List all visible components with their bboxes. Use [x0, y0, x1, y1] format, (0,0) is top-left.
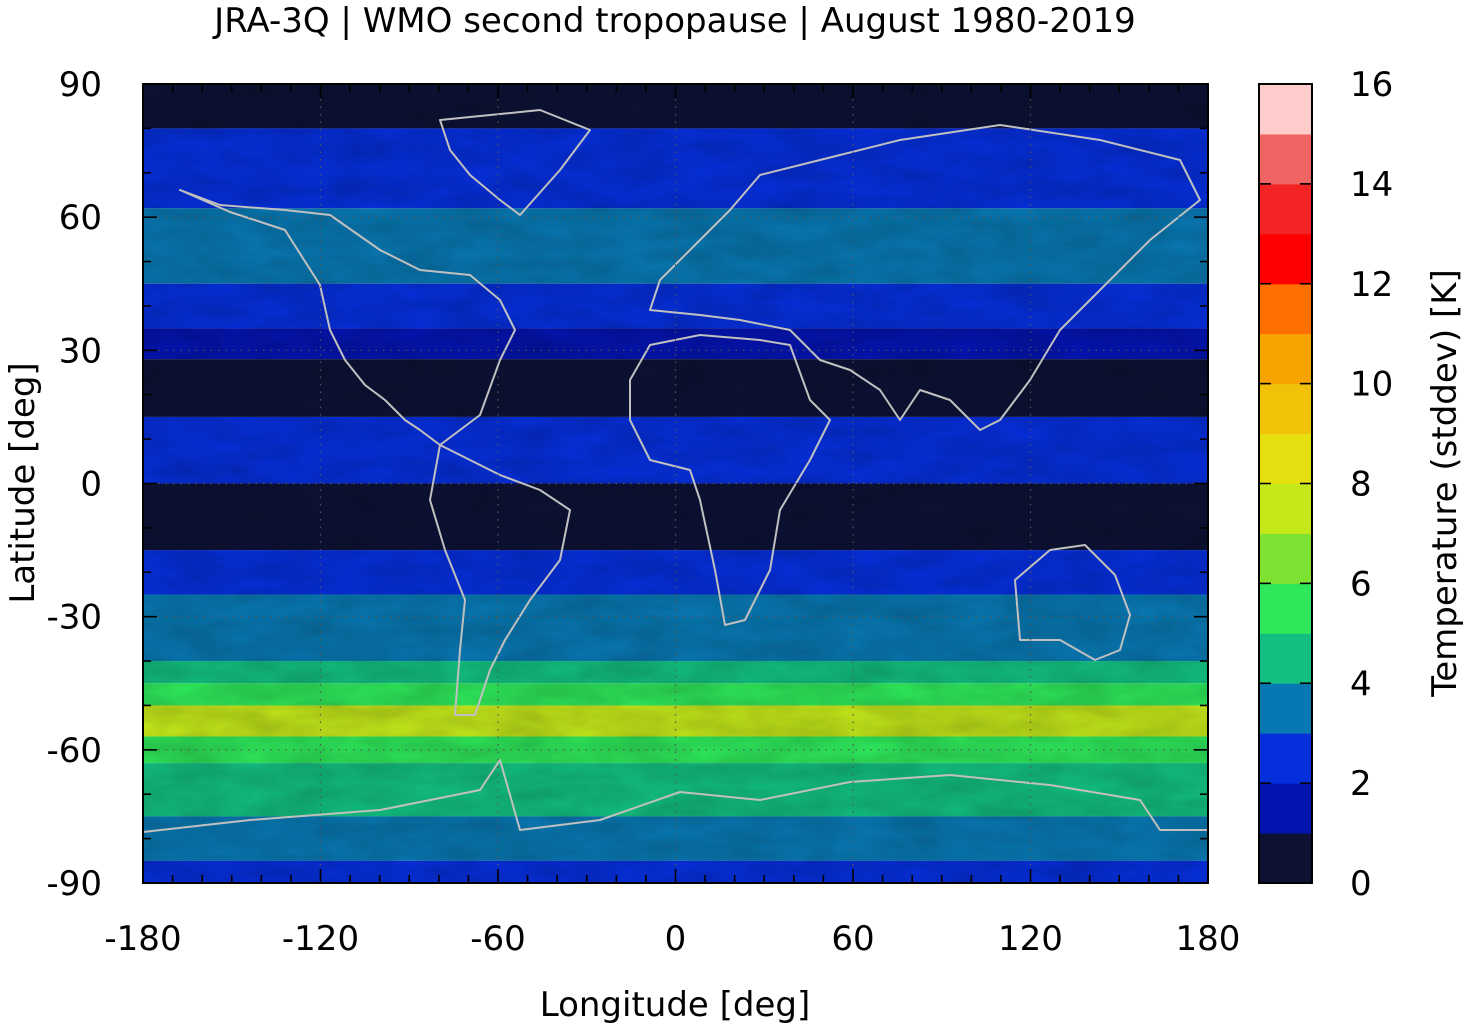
colorbar-tick-label: 2	[1350, 764, 1372, 804]
colorbar-tick-label: 8	[1350, 465, 1372, 505]
colorbar	[1259, 84, 1312, 884]
colorbar-tick-label: 12	[1350, 265, 1393, 305]
y-tick-label: -90	[46, 864, 102, 904]
y-tick-label: -60	[46, 731, 102, 771]
colorbar-swatch	[1259, 783, 1312, 834]
coastline-antarctica	[143, 759, 1208, 833]
y-tick-label: 0	[80, 465, 102, 505]
colorbar-swatch	[1259, 383, 1312, 435]
colorbar-swatch	[1259, 133, 1312, 185]
colorbar-swatch	[1259, 833, 1312, 884]
axis-ticks	[142, 83, 1209, 884]
y-axis-label: Latitude [deg]	[3, 362, 43, 603]
colorbar-swatch	[1259, 84, 1312, 135]
colorbar-swatch	[1259, 333, 1312, 385]
colorbar-tick-label: 4	[1350, 664, 1372, 704]
colorbar-tick-label: 6	[1350, 564, 1372, 604]
colorbar-tick-label: 14	[1350, 165, 1393, 205]
chart-title: JRA-3Q | WMO second tropopause | August …	[212, 1, 1136, 41]
colorbar-tick-label: 16	[1350, 65, 1393, 105]
colorbar-tick-label: 10	[1350, 365, 1393, 405]
y-tick-label: 60	[59, 198, 102, 238]
colorbar-swatch	[1259, 233, 1312, 285]
colorbar-swatch	[1259, 183, 1312, 235]
y-tick-labels: 90 60 30 0 -30 -60 -90	[46, 65, 102, 904]
colorbar-label: Temperature (stddev) [K]	[1425, 269, 1465, 698]
y-tick-label: 30	[59, 331, 102, 371]
coastline-north-america	[179, 189, 516, 446]
colorbar-tick-label: 0	[1350, 864, 1372, 904]
colorbar-ticks	[1259, 83, 1312, 884]
colorbar-swatch	[1259, 483, 1312, 534]
x-tick-label: -60	[470, 919, 526, 959]
gridlines	[143, 84, 1208, 883]
y-tick-label: -30	[46, 598, 102, 638]
colorbar-swatch	[1259, 683, 1312, 734]
x-tick-label: 180	[1176, 919, 1241, 959]
colorbar-swatch	[1259, 533, 1312, 584]
coastline-eurasia	[649, 124, 1201, 431]
coastline-greenland	[439, 109, 591, 216]
colorbar-swatch	[1259, 733, 1312, 784]
colorbar-swatch	[1259, 433, 1312, 484]
colorbar-swatch	[1259, 583, 1312, 634]
x-tick-label: 120	[998, 919, 1063, 959]
x-tick-label: 0	[665, 919, 687, 959]
x-tick-labels: -180 -120 -60 0 60 120 180	[104, 919, 1240, 959]
x-tick-label: -180	[104, 919, 181, 959]
colorbar-tick-labels: 0 2 4 6 8 10 12 14 16	[1350, 65, 1393, 904]
coastlines	[143, 109, 1208, 833]
x-axis-label: Longitude [deg]	[540, 985, 811, 1025]
coastline-australia	[1014, 544, 1131, 661]
y-tick-label: 90	[59, 65, 102, 105]
coastline-africa	[629, 334, 831, 626]
colorbar-swatch	[1259, 633, 1312, 684]
x-tick-label: 60	[831, 919, 874, 959]
x-tick-label: -120	[282, 919, 359, 959]
colorbar-swatch	[1259, 283, 1312, 335]
